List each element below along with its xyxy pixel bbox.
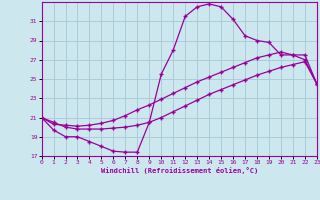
X-axis label: Windchill (Refroidissement éolien,°C): Windchill (Refroidissement éolien,°C) bbox=[100, 167, 258, 174]
